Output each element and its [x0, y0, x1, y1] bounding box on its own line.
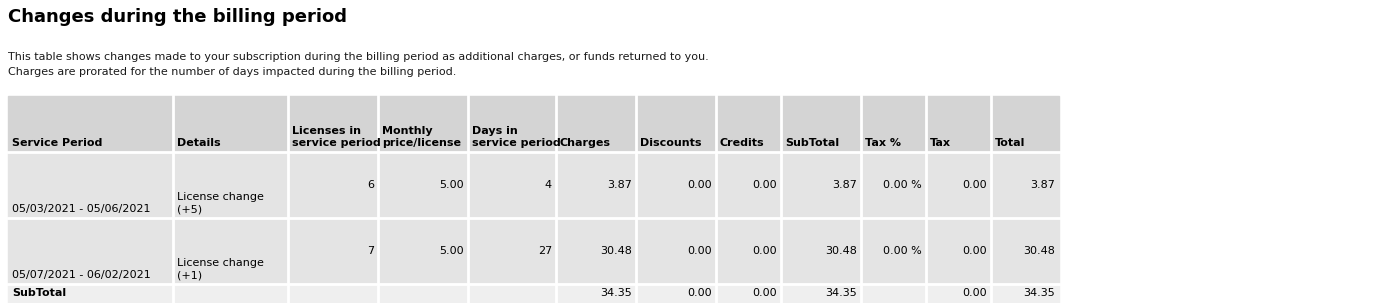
Text: License change
(+5): License change (+5)	[178, 192, 264, 214]
Text: SubTotal: SubTotal	[785, 138, 839, 148]
Text: 30.48: 30.48	[825, 246, 858, 256]
Text: 34.35: 34.35	[600, 288, 632, 298]
Text: 0.00: 0.00	[753, 288, 776, 298]
Text: This table shows changes made to your subscription during the billing period as : This table shows changes made to your su…	[8, 52, 709, 62]
Text: 34.35: 34.35	[1023, 288, 1055, 298]
Text: Credits: Credits	[720, 138, 765, 148]
Text: 0.00: 0.00	[687, 246, 712, 256]
Text: Days in
service period: Days in service period	[471, 126, 561, 148]
Text: 4: 4	[544, 180, 553, 190]
Text: 0.00: 0.00	[963, 180, 988, 190]
Text: 30.48: 30.48	[1023, 246, 1055, 256]
Text: 3.87: 3.87	[1030, 180, 1055, 190]
Text: Service Period: Service Period	[13, 138, 102, 148]
Text: Charges: Charges	[560, 138, 611, 148]
Text: 27: 27	[537, 246, 553, 256]
Text: Details: Details	[178, 138, 221, 148]
Text: 0.00: 0.00	[753, 180, 776, 190]
Text: 5.00: 5.00	[439, 180, 464, 190]
Text: 0.00: 0.00	[963, 288, 988, 298]
Text: 0.00: 0.00	[687, 288, 712, 298]
Text: 3.87: 3.87	[832, 180, 858, 190]
Text: License change
(+1): License change (+1)	[178, 258, 264, 280]
Text: Discounts: Discounts	[639, 138, 701, 148]
Text: 0.00 %: 0.00 %	[883, 246, 922, 256]
Text: 34.35: 34.35	[825, 288, 858, 298]
Text: Tax %: Tax %	[865, 138, 901, 148]
Text: SubTotal: SubTotal	[13, 288, 66, 298]
Text: 7: 7	[367, 246, 374, 256]
Text: 5.00: 5.00	[439, 246, 464, 256]
Text: 0.00 %: 0.00 %	[883, 180, 922, 190]
Text: Total: Total	[995, 138, 1025, 148]
Text: 30.48: 30.48	[600, 246, 632, 256]
Text: 05/07/2021 - 06/02/2021: 05/07/2021 - 06/02/2021	[13, 270, 151, 280]
Text: 3.87: 3.87	[607, 180, 632, 190]
Text: Changes during the billing period: Changes during the billing period	[8, 8, 347, 26]
Text: Charges are prorated for the number of days impacted during the billing period.: Charges are prorated for the number of d…	[8, 67, 456, 77]
Text: Monthly
price/license: Monthly price/license	[382, 126, 462, 148]
Text: Tax: Tax	[930, 138, 951, 148]
Text: 0.00: 0.00	[963, 246, 988, 256]
Text: 6: 6	[367, 180, 374, 190]
Text: 0.00: 0.00	[753, 246, 776, 256]
Text: Licenses in
service period: Licenses in service period	[292, 126, 381, 148]
Text: 05/03/2021 - 05/06/2021: 05/03/2021 - 05/06/2021	[13, 204, 151, 214]
Text: 0.00: 0.00	[687, 180, 712, 190]
